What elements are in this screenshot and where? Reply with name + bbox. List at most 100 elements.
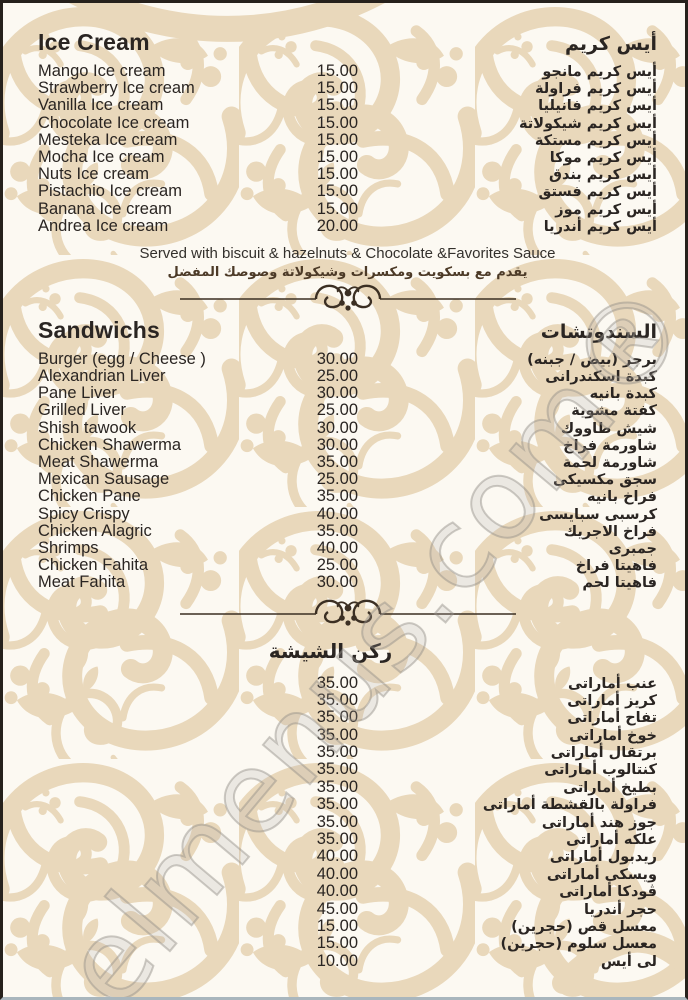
item-price: 30.00 [316, 349, 358, 368]
item-name-ar: عنب أماراتى [567, 675, 657, 692]
menu-item-row: Pane Liver 30.00 كبدة بانيه [38, 385, 657, 403]
menu-item-row: 35.00 علكه أماراتى [38, 830, 657, 849]
menu-item-row: Chicken Fahita 25.00 فاهيتا فراخ [38, 556, 657, 575]
item-name-en: Shrimps [38, 538, 99, 557]
item-name-ar: برتقال أماراتى [550, 745, 657, 762]
item-price: 15.00 [316, 96, 358, 115]
item-name-en: Spicy Crispy [38, 504, 130, 523]
item-name-ar: فراخ بانيه [586, 489, 657, 506]
item-price: 35.00 [316, 760, 358, 779]
item-name-ar: أيس كريم مستكة [534, 132, 657, 149]
item-price: 15.00 [316, 199, 358, 218]
item-price: 35.00 [316, 453, 358, 471]
item-name-ar: كبدة بانيه [589, 386, 657, 403]
item-price: 45.00 [316, 899, 358, 918]
menu-item-row: 35.00 كريز أماراتى [38, 691, 657, 709]
item-price: 35.00 [316, 830, 358, 849]
menu-item-row: Vanilla Ice cream 15.00 أيس كريم فانيليا [38, 96, 657, 115]
menu-item-row: Strawberry Ice cream 15.00 أيس كريم فراو… [38, 79, 657, 98]
item-name-ar: أيس كريم فستق [538, 184, 657, 201]
item-price: 40.00 [316, 864, 358, 883]
menu-item-row: Grilled Liver 25.00 كفتة مشوية [38, 401, 657, 420]
ice-cream-title-en: Ice Cream [38, 29, 150, 55]
menu-item-row: 45.00 حجر أندريا [38, 899, 657, 918]
shisha-items: 35.00 عنب أماراتى 35.00 كريز أماراتى 35.… [38, 674, 657, 971]
ornament-divider [179, 599, 516, 626]
menu-item-row: Chicken Shawerma 30.00 شاورمة فراخ [38, 435, 657, 454]
item-price: 35.00 [316, 777, 358, 796]
item-name-en: Alexandrian Liver [38, 367, 166, 386]
item-price: 15.00 [316, 916, 358, 935]
item-name-ar: كرسبى سبايسى [539, 506, 657, 523]
shisha-section-title-ar: ركن الشيشة [268, 638, 393, 663]
item-name-ar: أيس كريم فانيليا [538, 98, 657, 115]
item-price: 30.00 [316, 435, 358, 454]
menu-item-row: Nuts Ice cream 15.00 أيس كريم بندق [38, 165, 657, 184]
item-price: 15.00 [316, 62, 358, 80]
item-price: 15.00 [316, 147, 358, 166]
menu-item-row: 40.00 ريدبول أماراتى [38, 847, 657, 865]
item-name-en: Mocha Ice cream [38, 147, 165, 166]
item-name-en: Chicken Pane [38, 487, 141, 506]
item-name-ar: معسل سلوم (حجرين) [500, 936, 657, 953]
menu-item-row: 35.00 عنب أماراتى [38, 674, 657, 692]
menu-item-row: 40.00 ڤودكا أماراتى [38, 882, 657, 901]
item-name-ar: أيس كريم شيكولاتة [518, 115, 657, 132]
item-price: 35.00 [316, 708, 358, 727]
menu-item-row: 35.00 تفاح أماراتى [38, 708, 657, 727]
item-price: 35.00 [316, 521, 358, 540]
menu-item-row: 35.00 بطيخ أماراتى [38, 777, 657, 796]
item-price: 25.00 [316, 556, 358, 575]
item-price: 15.00 [316, 79, 358, 98]
menu-item-row: Chicken Pane 35.00 فراخ بانيه [38, 487, 657, 506]
item-name-ar: بطيخ أماراتى [563, 779, 657, 796]
item-name-ar: كريز أماراتى [567, 692, 657, 709]
item-price: 25.00 [316, 470, 358, 489]
item-price: 35.00 [316, 725, 358, 744]
menu-item-row: Andrea Ice cream 20.00 أيس كريم أندريا [38, 216, 657, 235]
item-name-ar: أيس كريم فراولة [534, 81, 657, 98]
damask-pattern-background [3, 3, 685, 997]
item-name-ar: فراولة بالقشطة أماراتى [482, 797, 657, 814]
item-name-ar: أيس كريم بندق [549, 167, 657, 184]
item-name-en: Nuts Ice cream [38, 165, 149, 184]
item-name-en: Mexican Sausage [38, 470, 170, 489]
menu-item-row: 35.00 كنتالوب أماراتى [38, 760, 657, 779]
item-name-ar: شاورمة لحمة [562, 455, 657, 471]
menu-item-row: Mesteka Ice cream 15.00 أيس كريم مستكة [38, 130, 657, 149]
item-price: 15.00 [316, 182, 358, 201]
item-name-ar: فاهيتا فراخ [575, 558, 657, 575]
section-header-ice-cream: Ice Cream أيس كريم [38, 29, 657, 56]
item-name-en: Grilled Liver [38, 401, 127, 420]
item-price: 35.00 [316, 743, 358, 762]
item-name-ar: فراخ الاجريك [563, 523, 657, 540]
menu-item-row: 15.00 معسل قص (حجرين) [38, 916, 657, 935]
item-price: 40.00 [316, 882, 358, 901]
item-name-en: Andrea Ice cream [38, 216, 169, 235]
item-price: 15.00 [316, 934, 358, 953]
item-name-ar: برجر (بيض / جبنه) [527, 351, 657, 368]
item-name-ar: معسل قص (حجرين) [511, 918, 657, 935]
menu-item-row: 35.00 برتقال أماراتى [38, 743, 657, 762]
item-price: 20.00 [316, 216, 358, 235]
item-name-ar: أيس كريم موز [555, 201, 657, 218]
item-price: 40.00 [316, 538, 358, 557]
item-name-ar: فاهيتا لحم [582, 575, 657, 592]
menu-item-row: Burger (egg / Cheese ) 30.00 برجر (بيض /… [38, 349, 657, 368]
item-name-en: Meat Fahita [38, 573, 126, 592]
menu-item-row: Shrimps 40.00 جمبرى [38, 538, 657, 557]
item-name-en: Strawberry Ice cream [38, 79, 195, 98]
item-name-ar: شيش طاووك [560, 420, 657, 437]
item-name-en: Shish tawook [38, 418, 137, 437]
menu-item-row: 35.00 خوخ أماراتى [38, 725, 657, 744]
item-price: 35.00 [316, 487, 358, 506]
serving-note-ar: يقدم مع بسكويت ومكسرات وشيكولاتة وصوصك ا… [167, 264, 528, 280]
item-price: 15.00 [316, 130, 358, 149]
menu-item-row: 15.00 معسل سلوم (حجرين) [38, 934, 657, 953]
item-name-ar: أيس كريم مانجو [542, 64, 657, 80]
item-name-ar: سجق مكسيكى [552, 472, 657, 489]
item-name-en: Vanilla Ice cream [38, 96, 164, 115]
ice-cream-items: Mango Ice cream 15.00 أيس كريم مانجو Str… [38, 62, 657, 235]
item-price: 15.00 [316, 113, 358, 132]
